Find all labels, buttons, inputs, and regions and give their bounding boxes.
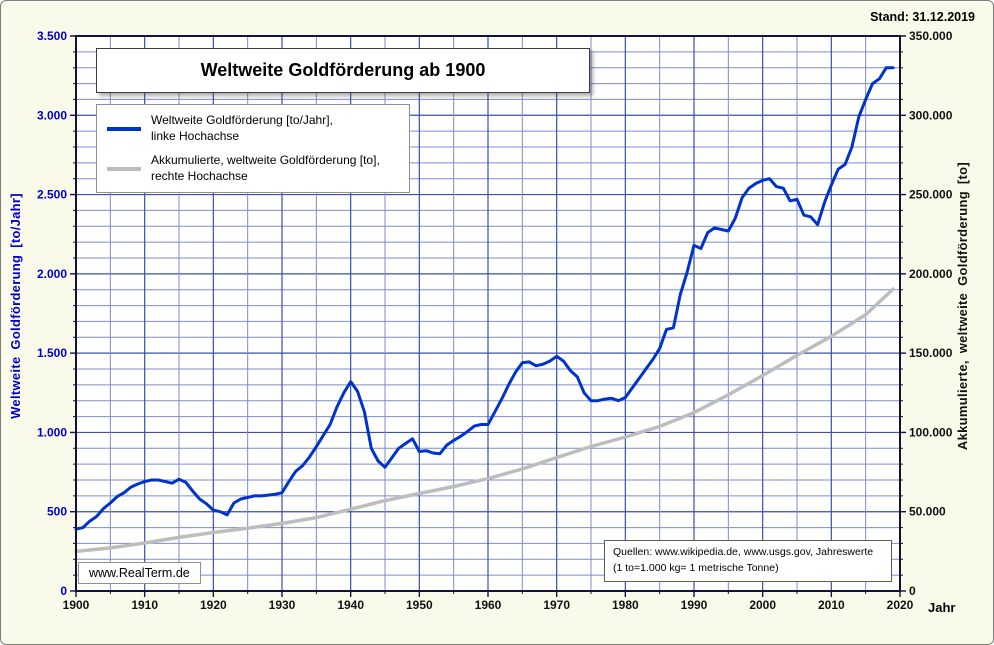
annual-production-line [74,66,895,531]
x-tick-label: 2010 [818,598,845,612]
sources-line2: (1 to=1.000 kg= 1 metrische Tonne) [613,561,779,574]
x-tick-label: 1940 [337,598,364,612]
x-tick-label: 2020 [887,598,914,612]
x-tick-label: 1990 [681,598,708,612]
right-tick-label: 250.000 [909,188,953,202]
left-tick-label: 0 [60,584,67,598]
x-tick-label: 1980 [612,598,639,612]
left-tick-label: 1.000 [37,425,67,439]
x-tick-label: 2000 [749,598,776,612]
right-tick-label: 0 [909,584,916,598]
right-tick-label: 100.000 [909,425,953,439]
legend-cumulative-line1: Akkumulierte, weltweite Goldförderung [t… [151,153,380,168]
sources-line1: Quellen: www.wikipedia.de, www.usgs.gov,… [613,546,874,558]
legend: Weltweite Goldförderung [to/Jahr], linke… [96,104,410,194]
axis-ticks [70,35,906,597]
left-tick-label: 2.000 [37,267,67,281]
chart-title-box: Weltweite Goldförderung ab 1900 [96,48,590,93]
x-tick-label: 1930 [269,598,296,612]
left-tick-label: 1.500 [37,346,67,360]
left-tick-label: 3.500 [37,29,67,43]
legend-item-annual: Weltweite Goldförderung [to/Jahr], linke… [107,113,399,144]
cumulative-line-swatch [107,166,141,171]
x-tick-label: 1910 [131,598,158,612]
left-tick-label: 500 [47,505,67,519]
x-axis-title: Jahr [928,600,956,615]
right-tick-label: 300.000 [909,108,953,122]
data-series [74,66,895,554]
watermark-box: www.RealTerm.de [78,562,201,584]
x-tick-label: 1950 [406,598,433,612]
left-tick-label: 3.000 [37,108,67,122]
right-tick-label: 150.000 [909,346,953,360]
legend-item-cumulative-label: Akkumulierte, weltweite Goldförderung [t… [151,153,380,184]
legend-cumulative-line2: rechte Hochachse [151,168,248,183]
x-tick-label: 1960 [475,598,502,612]
x-tick-label: 1920 [200,598,227,612]
left-tick-label: 2.500 [37,188,67,202]
watermark-text: www.RealTerm.de [89,566,190,580]
stand-date: Stand: 31.12.2019 [870,10,975,24]
legend-item-cumulative: Akkumulierte, weltweite Goldförderung [t… [107,153,399,184]
right-tick-label: 50.000 [909,505,946,519]
axis-tick-labels: 0 500 1.000 1.500 2.000 2.500 3.000 3.500 0 50.00… [37,29,953,612]
chart-title: Weltweite Goldförderung ab 1900 [200,60,486,80]
right-axis-title: Akkumulierte, weltweite Goldförderung [t… [955,162,970,450]
annual-line-swatch [107,126,141,131]
legend-annual-line1: Weltweite Goldförderung [to/Jahr], [151,113,333,127]
left-axis-title: Weltweite Goldförderung [to/Jahr] [8,193,23,419]
cumulative-production-line [74,287,895,554]
right-tick-label: 350.000 [909,29,953,43]
legend-annual-line2: linke Hochachse [151,128,240,143]
sources-box: Quellen: www.wikipedia.de, www.usgs.gov,… [604,540,892,582]
legend-item-annual-label: Weltweite Goldförderung [to/Jahr], linke… [151,113,333,144]
grid-lines [76,36,900,591]
x-tick-label: 1900 [63,598,90,612]
right-tick-label: 200.000 [909,267,953,281]
x-tick-label: 1970 [543,598,570,612]
